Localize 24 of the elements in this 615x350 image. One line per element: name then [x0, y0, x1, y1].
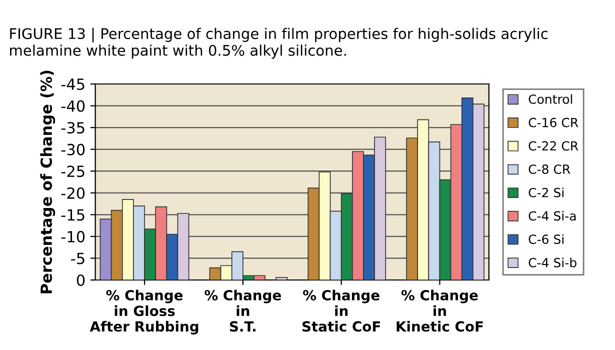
legend-label: C-6 Si — [528, 234, 564, 244]
x-tick-label: % Change in Gloss After Rubbing — [90, 290, 198, 334]
y-tick-label: -30 — [61, 144, 85, 156]
y-tick-label: -25 — [61, 166, 84, 178]
y-tick-label: 0 — [76, 274, 85, 286]
y-tick-label: -10 — [61, 230, 85, 242]
y-tick-label: -15 — [61, 209, 84, 221]
chart-title: FIGURE 13 | Percentage of change in film properties for high-solids acrylic melamine white paint with 0.5% alkyl silicone. — [10, 28, 548, 59]
legend-label: C-16 CR — [528, 118, 578, 128]
x-tick-label: % Change in S.T. — [204, 290, 281, 332]
y-tick-label: -5 — [71, 252, 84, 264]
legend-label: C-22 CR — [528, 141, 578, 151]
legend-label: Control — [528, 94, 572, 104]
legend-label: C-2 Si — [528, 188, 564, 198]
y-tick-label: -20 — [61, 187, 85, 199]
legend-label: C-4 Si-b — [528, 258, 576, 268]
x-tick-label: % Change in Kinetic CoF — [396, 290, 483, 332]
x-tick-label: % Change in Static CoF — [302, 290, 380, 332]
y-tick-label: -40 — [61, 100, 85, 112]
legend-label: C-8 CR — [528, 164, 570, 174]
y-tick-label: -35 — [61, 122, 84, 134]
y-axis-title: Percentage of Change (%) — [40, 70, 56, 294]
legend-label: C-4 Si-a — [528, 210, 576, 221]
y-tick-label: -45 — [61, 78, 84, 90]
